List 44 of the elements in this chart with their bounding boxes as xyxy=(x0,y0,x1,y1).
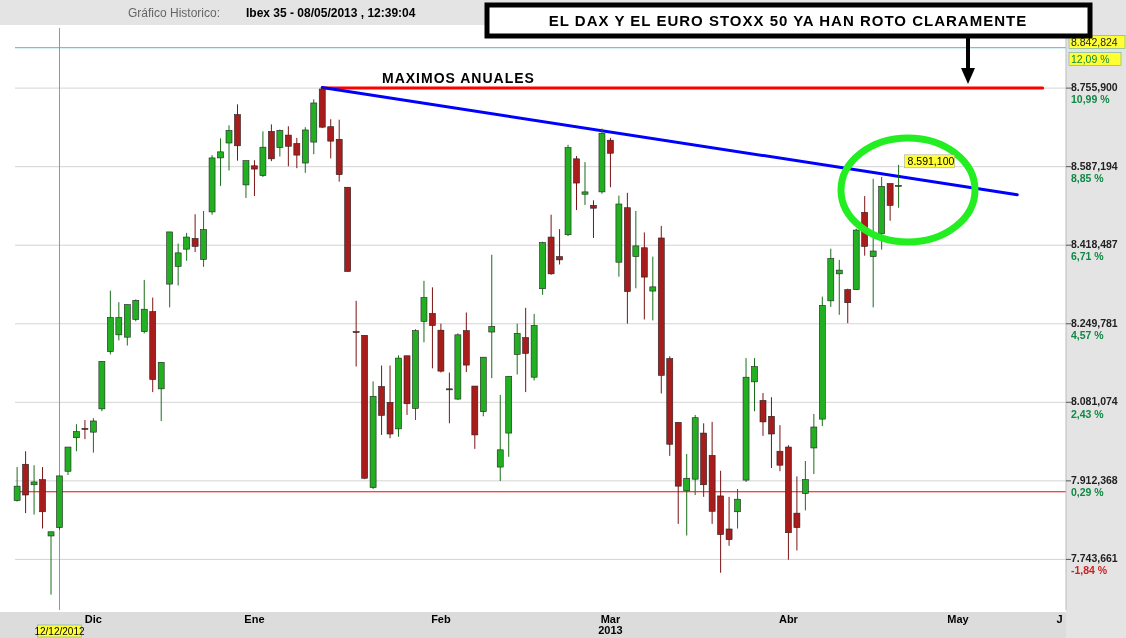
x-tick-label: Mar xyxy=(600,613,621,625)
y-tick-label: 8.418,487 xyxy=(1071,238,1118,251)
text: 2013 xyxy=(598,624,623,636)
y2-tick-label: 10,99 % xyxy=(1071,93,1111,106)
annotation: MAXIMOS ANUALES xyxy=(382,70,535,86)
annotation: 8.591,100 xyxy=(907,154,955,167)
y2-tick-label: 0,29 % xyxy=(1071,486,1105,499)
candlestick xyxy=(352,300,360,367)
text: 12,09 % xyxy=(1071,52,1110,65)
x-tick-label: Ene xyxy=(244,613,265,625)
x-tick-label: Dic xyxy=(84,613,102,625)
x-tick-label: Abr xyxy=(778,613,799,625)
candlestick xyxy=(844,288,852,324)
y2-tick-label: 8,85 % xyxy=(1071,171,1105,184)
candlestick xyxy=(869,178,877,308)
candlestick xyxy=(734,488,741,530)
candlestick xyxy=(496,394,504,482)
x-tick-label: Feb xyxy=(431,613,451,625)
x-tick-label: J xyxy=(1056,613,1063,625)
ref-line-label: 8.842,824 xyxy=(1071,35,1118,48)
y-tick-label: 8.755,900 xyxy=(1071,81,1118,94)
candlestick xyxy=(174,243,182,286)
y2-tick-label: 2,43 % xyxy=(1071,407,1105,420)
y-tick-label: 7.912,368 xyxy=(1071,473,1118,486)
candlestick xyxy=(835,259,843,316)
y-tick-label: 8.249,781 xyxy=(1071,316,1118,329)
candlestick xyxy=(581,161,589,206)
candlestick xyxy=(73,423,80,452)
candlestick xyxy=(649,256,657,321)
candlestick xyxy=(810,413,818,475)
candlestick xyxy=(802,460,809,511)
annotation: EL DAX Y EL EURO STOXX 50 YA HAN ROTO CLARAMENTE xyxy=(548,12,1028,29)
y2-tick-label: -1,84 % xyxy=(1071,564,1108,577)
y-tick-label: 8.587,194 xyxy=(1071,159,1118,172)
candlestick xyxy=(47,531,55,596)
chart-title: Gráfico Historico: xyxy=(128,6,221,20)
candlestick xyxy=(488,254,496,379)
y2-tick-label: 6,71 % xyxy=(1071,250,1105,263)
y-tick-label: 7.743,661 xyxy=(1071,552,1118,565)
y-tick-label: 8.081,074 xyxy=(1071,395,1118,408)
chart-subtitle: Ibex 35 - 08/05/2013 , 12:39:04 xyxy=(246,6,416,20)
y2-tick-label: 4,57 % xyxy=(1071,328,1105,341)
candlestick xyxy=(590,199,597,239)
x-tick-label: May xyxy=(947,613,970,625)
